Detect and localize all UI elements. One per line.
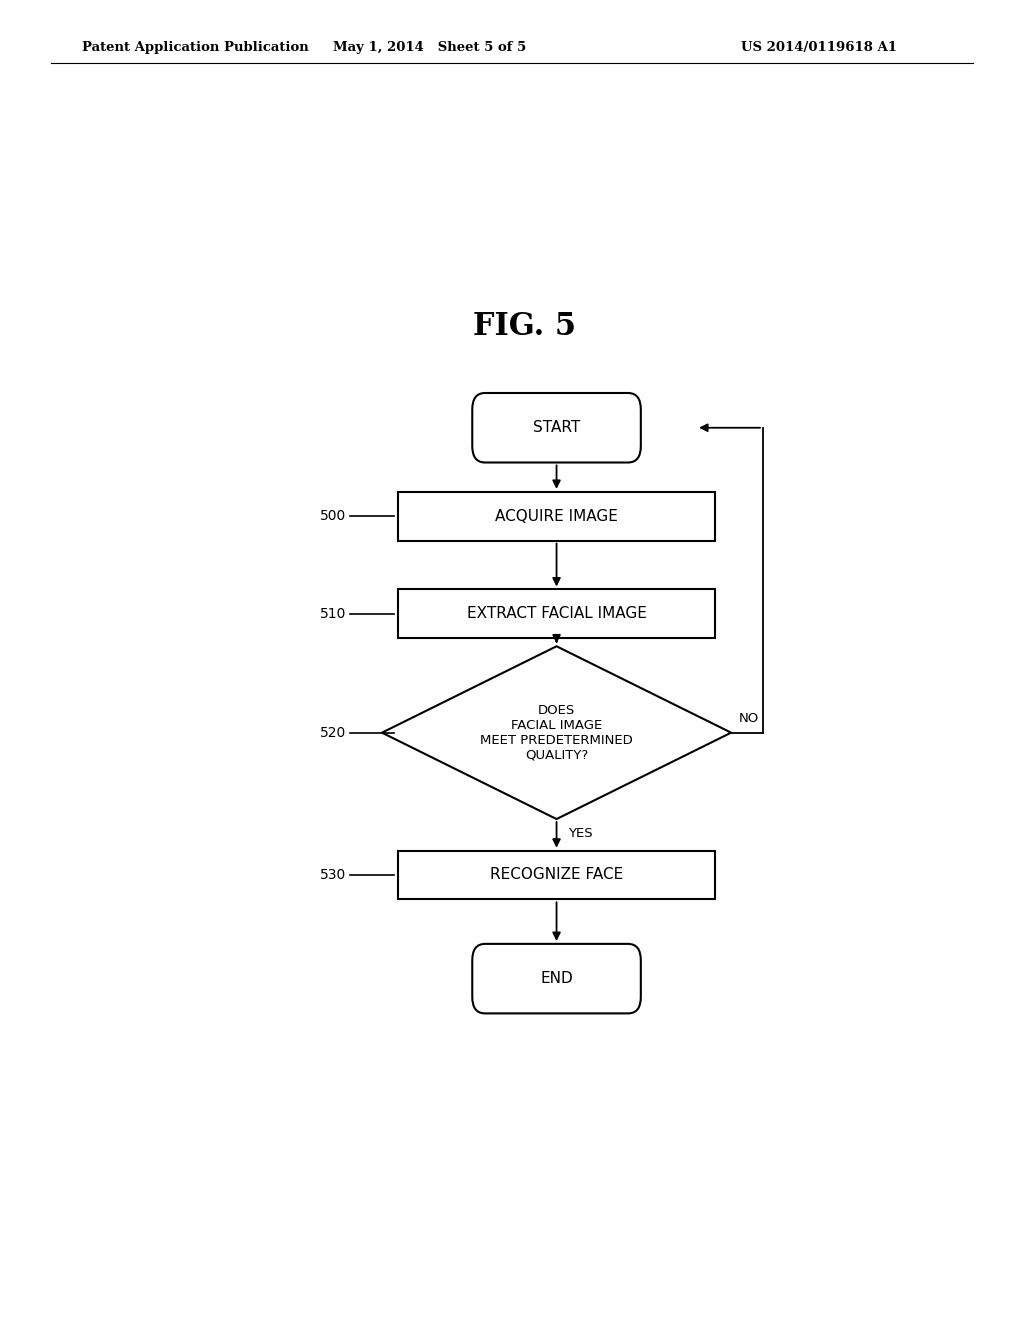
Bar [397,492,715,541]
Text: 530: 530 [319,869,346,882]
Polygon shape [382,647,731,818]
Text: NO: NO [739,711,760,725]
Text: May 1, 2014   Sheet 5 of 5: May 1, 2014 Sheet 5 of 5 [334,41,526,54]
Text: Patent Application Publication: Patent Application Publication [82,41,308,54]
Text: 500: 500 [319,510,346,523]
Text: EXTRACT FACIAL IMAGE: EXTRACT FACIAL IMAGE [467,606,646,622]
FancyBboxPatch shape [472,393,641,462]
Text: FIG. 5: FIG. 5 [473,310,577,342]
Text: 510: 510 [319,607,346,620]
Text: DOES
FACIAL IMAGE
MEET PREDETERMINED
QUALITY?: DOES FACIAL IMAGE MEET PREDETERMINED QUA… [480,704,633,762]
Text: YES: YES [568,828,593,841]
Text: ACQUIRE IMAGE: ACQUIRE IMAGE [496,508,617,524]
Bar [397,589,715,638]
Text: 520: 520 [319,726,346,739]
FancyBboxPatch shape [472,944,641,1014]
Text: RECOGNIZE FACE: RECOGNIZE FACE [489,867,624,883]
Text: END: END [541,972,572,986]
Text: START: START [532,420,581,436]
Bar [397,850,715,899]
Text: US 2014/0119618 A1: US 2014/0119618 A1 [741,41,897,54]
